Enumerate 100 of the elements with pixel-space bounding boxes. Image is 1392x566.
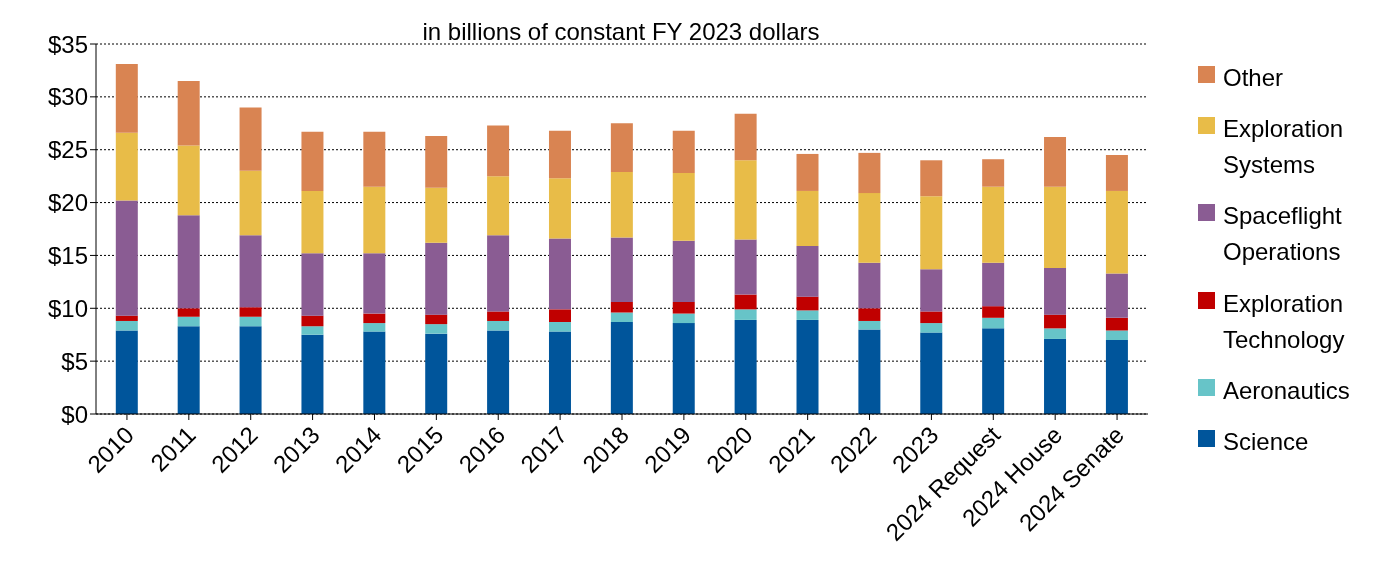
bar xyxy=(672,130,695,173)
bar xyxy=(672,240,695,302)
y-tick-label: $5 xyxy=(61,347,88,375)
bar xyxy=(796,319,819,414)
bar xyxy=(1044,338,1067,414)
bar xyxy=(1105,155,1128,191)
legend-label: Spaceflight Operations xyxy=(1223,201,1343,268)
bar xyxy=(734,113,757,161)
bar xyxy=(177,316,200,327)
bar xyxy=(177,308,200,317)
bar xyxy=(115,320,138,331)
bar xyxy=(610,301,633,313)
y-tick-label: $15 xyxy=(47,241,88,269)
bar xyxy=(796,296,819,311)
bar xyxy=(487,125,510,177)
bar xyxy=(858,320,881,330)
bar xyxy=(858,329,881,414)
bar xyxy=(1105,317,1128,331)
bar xyxy=(1105,190,1128,274)
bar xyxy=(239,170,262,236)
bar xyxy=(425,187,448,243)
y-tick-label: $30 xyxy=(47,83,88,111)
legend-label: Exploration Systems xyxy=(1223,114,1345,181)
bar xyxy=(239,326,262,414)
bar xyxy=(239,307,262,317)
bar xyxy=(301,326,324,335)
bar xyxy=(796,190,819,246)
bar xyxy=(920,160,943,197)
bar xyxy=(239,235,262,308)
bar xyxy=(115,64,138,133)
bar xyxy=(177,215,200,309)
bar xyxy=(177,326,200,414)
bar xyxy=(239,316,262,327)
bar xyxy=(1044,186,1067,269)
bar xyxy=(548,309,571,323)
bar xyxy=(920,323,943,333)
bar xyxy=(858,152,881,194)
bar xyxy=(487,330,510,414)
bar xyxy=(363,323,386,332)
chart-subtitle: in billions of constant FY 2023 dollars xyxy=(421,18,821,46)
bar xyxy=(858,262,881,309)
bar xyxy=(858,308,881,321)
y-tick-label: $35 xyxy=(47,30,88,58)
bar xyxy=(548,322,571,332)
legend-label: Aeronautics xyxy=(1223,375,1350,406)
bar xyxy=(1105,330,1128,340)
bar xyxy=(425,135,448,188)
bar xyxy=(610,312,633,323)
bar xyxy=(363,131,386,187)
bar xyxy=(425,242,448,315)
legend-label: Other xyxy=(1223,63,1284,93)
bar xyxy=(548,238,571,310)
bar xyxy=(425,324,448,334)
bar xyxy=(734,319,757,414)
bar xyxy=(363,331,386,414)
bar xyxy=(982,159,1005,187)
bar xyxy=(796,153,819,191)
bar xyxy=(610,237,633,302)
bar xyxy=(920,332,943,414)
bar xyxy=(672,301,695,314)
bar xyxy=(858,193,881,263)
bar xyxy=(672,323,695,414)
bar xyxy=(425,333,448,414)
bar xyxy=(796,245,819,297)
bar xyxy=(115,330,138,414)
y-tick-label: $20 xyxy=(47,189,88,217)
bar xyxy=(982,306,1005,318)
bar xyxy=(734,294,757,310)
bar xyxy=(1105,340,1128,414)
bar xyxy=(363,186,386,254)
bar xyxy=(301,131,324,191)
bar xyxy=(1044,137,1067,187)
bar xyxy=(487,320,510,331)
bar xyxy=(487,311,510,321)
bar xyxy=(548,130,571,179)
bar xyxy=(548,178,571,239)
bar xyxy=(363,313,386,324)
bar xyxy=(920,196,943,270)
bar xyxy=(610,171,633,238)
bar xyxy=(982,317,1005,329)
bar xyxy=(610,322,633,414)
bar xyxy=(920,269,943,312)
bar xyxy=(734,239,757,295)
bar xyxy=(1105,273,1128,318)
bar xyxy=(301,334,324,414)
bar xyxy=(734,160,757,240)
bar xyxy=(115,132,138,201)
bar xyxy=(1044,314,1067,329)
bar xyxy=(982,328,1005,414)
legend-label: Exploration Technology xyxy=(1223,288,1346,355)
bar xyxy=(982,186,1005,263)
bar xyxy=(301,315,324,327)
bar xyxy=(734,309,757,320)
bar xyxy=(239,107,262,171)
bar xyxy=(301,190,324,254)
bar xyxy=(425,314,448,325)
legend-label: Science xyxy=(1223,426,1309,457)
bar xyxy=(982,262,1005,307)
y-tick-label: $25 xyxy=(47,136,88,164)
bar xyxy=(487,235,510,312)
